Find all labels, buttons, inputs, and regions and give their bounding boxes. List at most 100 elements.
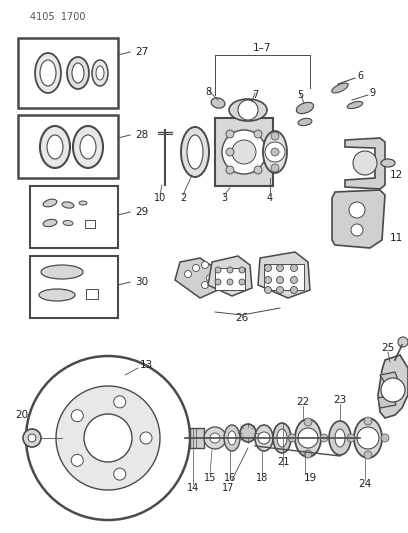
- Circle shape: [226, 130, 234, 138]
- Bar: [190, 428, 204, 448]
- Ellipse shape: [40, 60, 56, 86]
- Circle shape: [227, 267, 233, 273]
- Circle shape: [84, 414, 132, 462]
- Bar: [215, 268, 245, 290]
- Ellipse shape: [332, 83, 348, 93]
- Polygon shape: [378, 355, 408, 418]
- Ellipse shape: [43, 199, 57, 207]
- Circle shape: [265, 142, 285, 162]
- Circle shape: [353, 151, 377, 175]
- Circle shape: [232, 140, 256, 164]
- Bar: [18, 38, 118, 108]
- Text: 12: 12: [390, 170, 403, 180]
- Circle shape: [381, 378, 405, 402]
- Circle shape: [254, 130, 262, 138]
- Circle shape: [222, 130, 266, 174]
- Text: 23: 23: [333, 395, 347, 405]
- Ellipse shape: [295, 419, 321, 457]
- Circle shape: [264, 277, 271, 284]
- Circle shape: [298, 428, 318, 448]
- Text: 20: 20: [16, 410, 29, 420]
- Text: 28: 28: [135, 130, 148, 140]
- Circle shape: [304, 418, 312, 426]
- Circle shape: [184, 271, 191, 278]
- Ellipse shape: [381, 159, 395, 167]
- Polygon shape: [345, 138, 385, 189]
- Ellipse shape: [277, 429, 287, 447]
- Ellipse shape: [354, 418, 382, 458]
- Circle shape: [364, 417, 372, 425]
- Circle shape: [264, 287, 271, 294]
- Circle shape: [226, 148, 234, 156]
- Ellipse shape: [273, 423, 291, 453]
- Circle shape: [357, 427, 379, 449]
- Ellipse shape: [67, 57, 89, 89]
- Text: 24: 24: [358, 479, 372, 489]
- Circle shape: [193, 264, 200, 271]
- Circle shape: [140, 432, 152, 444]
- Polygon shape: [175, 258, 218, 298]
- Circle shape: [239, 267, 245, 273]
- Text: 5: 5: [297, 90, 303, 100]
- Polygon shape: [208, 256, 252, 296]
- Bar: [86, 289, 98, 299]
- Circle shape: [381, 434, 389, 442]
- Circle shape: [258, 432, 270, 444]
- Ellipse shape: [224, 425, 240, 451]
- Ellipse shape: [298, 118, 312, 126]
- Circle shape: [204, 427, 226, 449]
- Text: 16: 16: [224, 473, 236, 483]
- Bar: [30, 256, 118, 318]
- Circle shape: [277, 277, 284, 284]
- Bar: [30, 186, 118, 248]
- Circle shape: [23, 429, 41, 447]
- Circle shape: [290, 287, 297, 294]
- Circle shape: [215, 267, 221, 273]
- Ellipse shape: [211, 98, 225, 108]
- Ellipse shape: [329, 421, 351, 455]
- Text: 7: 7: [252, 90, 258, 100]
- Ellipse shape: [47, 135, 63, 159]
- Circle shape: [56, 386, 160, 490]
- Bar: [215, 118, 273, 186]
- Bar: [85, 220, 95, 228]
- Text: 11: 11: [390, 233, 403, 243]
- Circle shape: [271, 148, 279, 156]
- Circle shape: [290, 264, 297, 271]
- Ellipse shape: [181, 127, 209, 177]
- Circle shape: [210, 433, 220, 443]
- Circle shape: [215, 279, 221, 285]
- Text: 15: 15: [204, 473, 216, 483]
- Text: 18: 18: [256, 473, 268, 483]
- Circle shape: [239, 279, 245, 285]
- Ellipse shape: [228, 431, 236, 445]
- Text: 8: 8: [205, 87, 211, 97]
- Text: 10: 10: [154, 193, 166, 203]
- Circle shape: [351, 224, 363, 236]
- Ellipse shape: [40, 126, 70, 168]
- Text: 27: 27: [135, 47, 148, 57]
- Ellipse shape: [240, 424, 256, 442]
- Circle shape: [271, 164, 279, 172]
- Circle shape: [238, 100, 258, 120]
- Text: 13: 13: [140, 360, 153, 370]
- Ellipse shape: [96, 66, 104, 80]
- Polygon shape: [378, 395, 396, 408]
- Circle shape: [347, 434, 355, 442]
- Ellipse shape: [43, 220, 57, 227]
- Polygon shape: [332, 190, 385, 248]
- Polygon shape: [258, 252, 310, 298]
- Text: 1–7: 1–7: [253, 43, 271, 53]
- Text: 22: 22: [296, 397, 310, 407]
- Ellipse shape: [263, 131, 287, 173]
- Circle shape: [290, 277, 297, 284]
- Polygon shape: [380, 372, 398, 383]
- Text: 25: 25: [381, 343, 395, 353]
- Ellipse shape: [35, 53, 61, 93]
- Circle shape: [398, 337, 408, 347]
- Bar: [18, 115, 118, 178]
- Text: 9: 9: [369, 88, 375, 98]
- Ellipse shape: [80, 135, 96, 159]
- Circle shape: [364, 451, 372, 459]
- Ellipse shape: [39, 289, 75, 301]
